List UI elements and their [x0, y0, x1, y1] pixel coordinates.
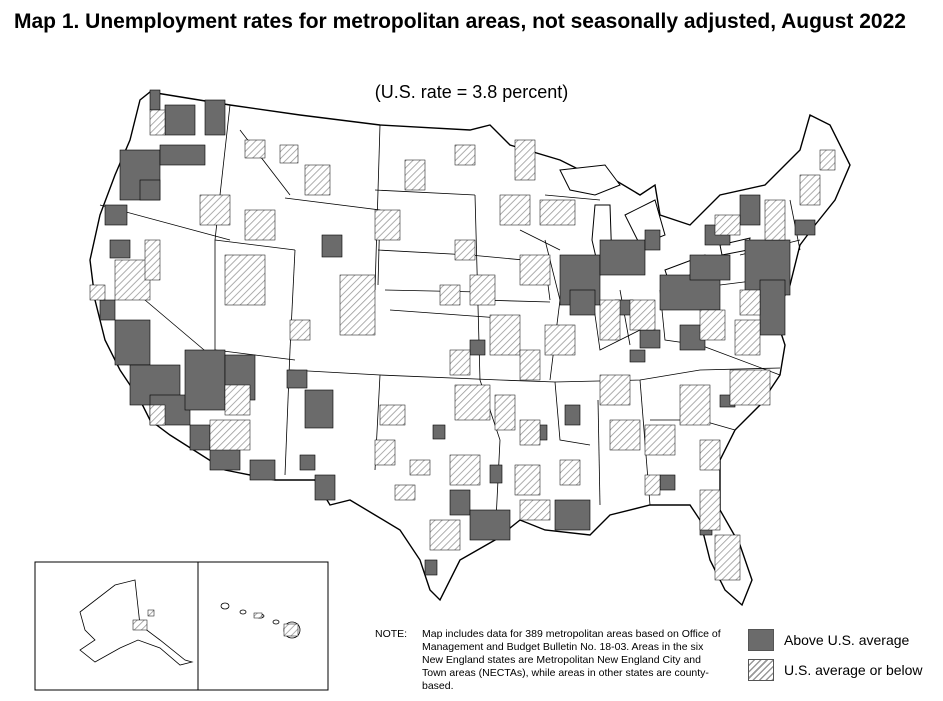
- areas-above-average: [99, 89, 816, 576]
- areas-at-or-below-average: [89, 109, 836, 581]
- legend-swatch-below: [748, 659, 774, 681]
- note-text: Map includes data for 389 metropolitan a…: [422, 628, 721, 692]
- legend-label-above: Above U.S. average: [784, 632, 910, 648]
- map-subtitle: (U.S. rate = 3.8 percent): [374, 82, 569, 102]
- legend-item-above: Above U.S. average: [748, 629, 909, 651]
- alaska-metro: [132, 619, 148, 631]
- hawaii-metro: [253, 612, 263, 619]
- alaska-metro: [147, 609, 155, 617]
- note-label: NOTE:: [375, 628, 408, 640]
- legend-label-below: U.S. average or below: [784, 662, 923, 678]
- legend-item-below: U.S. average or below: [748, 659, 923, 681]
- map-title: Map 1. Unemployment rates for metropolit…: [14, 10, 906, 33]
- hawaii-metro: [283, 623, 299, 637]
- hawaii-inset: [197, 561, 329, 691]
- legend-swatch-above: [748, 629, 774, 651]
